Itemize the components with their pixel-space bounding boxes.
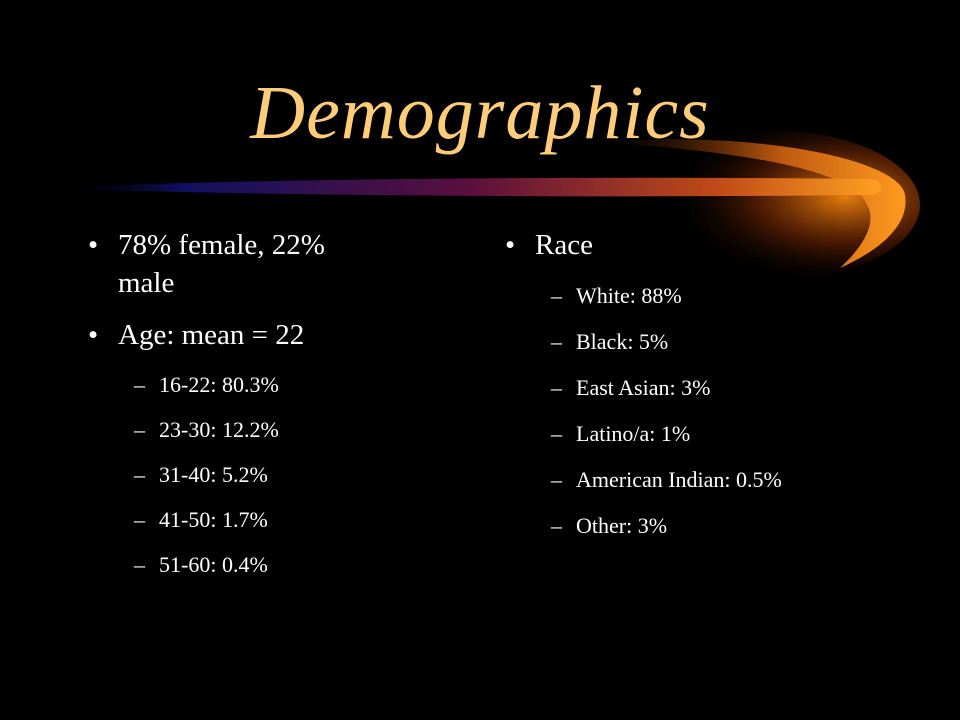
bullet-item: 78% female, 22% male (88, 226, 388, 302)
sub-item: American Indian: 0.5% (535, 466, 935, 494)
sub-item: East Asian: 3% (535, 374, 935, 402)
sub-list: White: 88% Black: 5% East Asian: 3% Latino/… (535, 282, 935, 540)
sub-item: Black: 5% (535, 328, 935, 356)
sub-item: 23-30: 12.2% (118, 416, 388, 444)
bullet-item: Race White: 88% Black: 5% East Asian: 3% Lat… (505, 226, 935, 540)
bullet-text: Age: mean = 22 (118, 316, 383, 354)
sub-item: 41-50: 1.7% (118, 506, 388, 534)
sub-item: 51-60: 0.4% (118, 551, 388, 579)
right-column: Race White: 88% Black: 5% East Asian: 3% Lat… (505, 226, 935, 554)
bullet-item: Age: mean = 22 16-22: 80.3% 23-30: 12.2% 31… (88, 316, 388, 579)
sub-item: Latino/a: 1% (535, 420, 935, 448)
sub-item: White: 88% (535, 282, 935, 310)
sub-item: 16-22: 80.3% (118, 371, 388, 399)
bullet-text: 78% female, 22% male (118, 226, 383, 302)
slide-title: Demographics (250, 71, 710, 155)
bullet-text: Race (535, 229, 593, 261)
sub-item: Other: 3% (535, 512, 935, 540)
sub-item: 31-40: 5.2% (118, 461, 388, 489)
sub-list: 16-22: 80.3% 23-30: 12.2% 31-40: 5.2% 41-50… (118, 371, 388, 579)
left-column: 78% female, 22% male Age: mean = 22 16-22:… (88, 226, 388, 593)
arc (600, 139, 906, 268)
band (60, 177, 882, 197)
